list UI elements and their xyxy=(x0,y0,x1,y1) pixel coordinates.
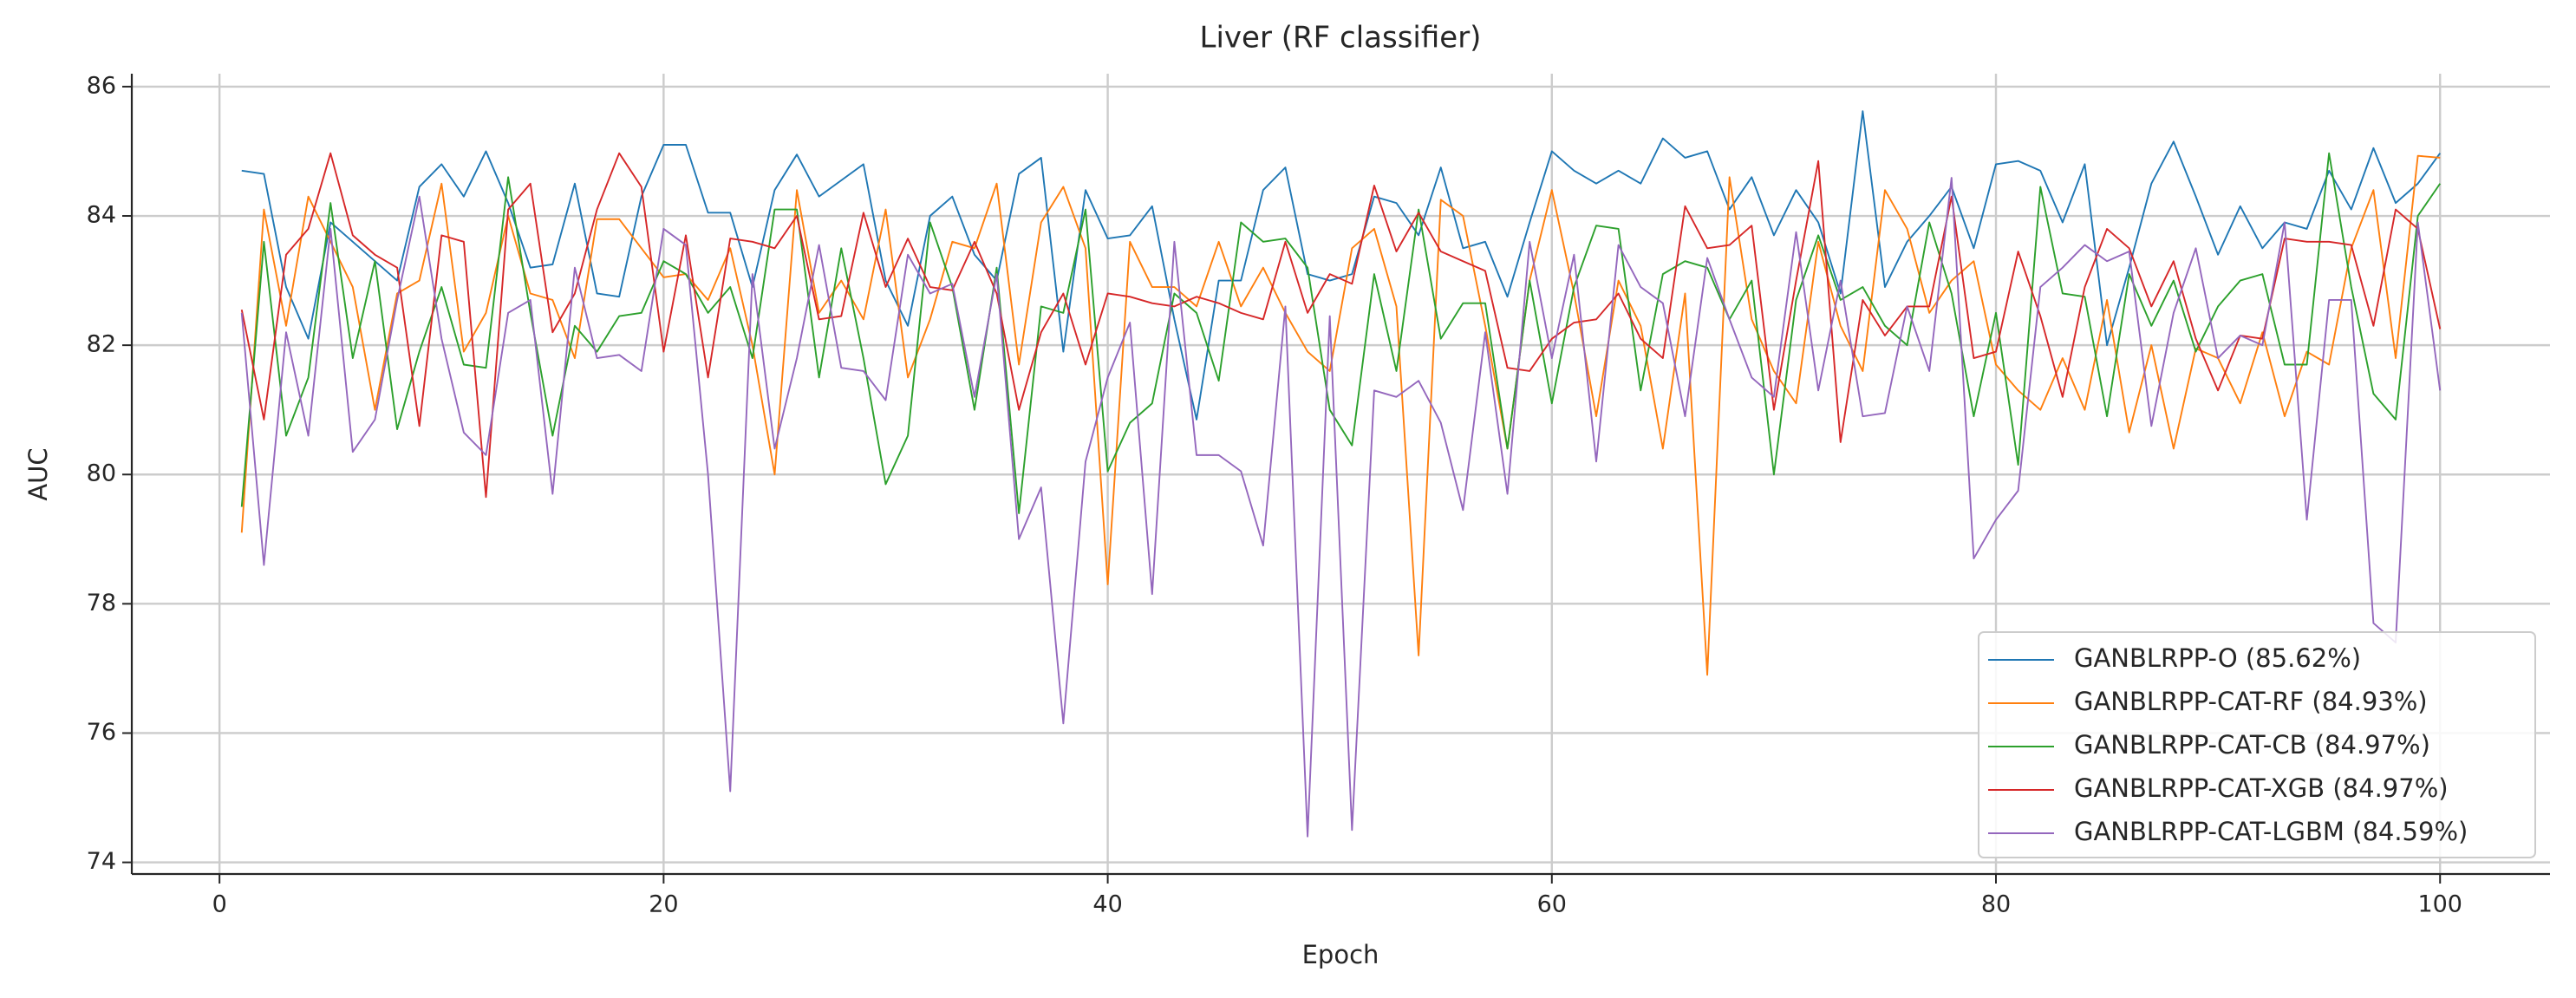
legend-label: GANBLRPP-O (85.62%) xyxy=(2074,643,2361,673)
x-tick-label: 80 xyxy=(1981,891,2011,918)
chart-title: Liver (RF classifier) xyxy=(1200,21,1482,55)
series-lines xyxy=(240,110,2442,838)
x-tick-label: 60 xyxy=(1537,891,1567,918)
x-axis-label: Epoch xyxy=(1302,940,1379,969)
y-tick-label: 76 xyxy=(87,719,116,746)
y-tick-label: 74 xyxy=(87,848,116,875)
y-tick-label: 80 xyxy=(87,460,116,487)
series-line xyxy=(240,152,2442,499)
legend-label: GANBLRPP-CAT-CB (84.97%) xyxy=(2074,730,2430,760)
series-line xyxy=(240,177,2442,838)
y-tick-label: 86 xyxy=(87,72,116,99)
x-tick-label: 20 xyxy=(649,891,678,918)
x-tick-label: 100 xyxy=(2417,891,2462,918)
y-tick-label: 84 xyxy=(87,202,116,229)
legend-label: GANBLRPP-CAT-LGBM (84.59%) xyxy=(2074,817,2468,846)
legend-label: GANBLRPP-CAT-RF (84.93%) xyxy=(2074,687,2428,716)
legend-box xyxy=(1978,631,2536,858)
series-line xyxy=(241,110,2441,421)
y-axis-label: AUC xyxy=(23,447,53,500)
axes: 0 20 40 60 80 100 74 76 78 80 82 84 86 xyxy=(87,72,2550,918)
legend-label: GANBLRPP-CAT-XGB (84.97%) xyxy=(2074,773,2449,803)
y-tick-label: 82 xyxy=(87,331,116,358)
legend: GANBLRPP-O (85.62%) GANBLRPP-CAT-RF (84.9… xyxy=(1978,631,2536,858)
x-tick-label: 0 xyxy=(212,891,227,918)
series-line xyxy=(240,152,2442,514)
y-tick-label: 78 xyxy=(87,590,116,616)
x-tick-label: 40 xyxy=(1092,891,1122,918)
series-line xyxy=(240,154,2441,676)
